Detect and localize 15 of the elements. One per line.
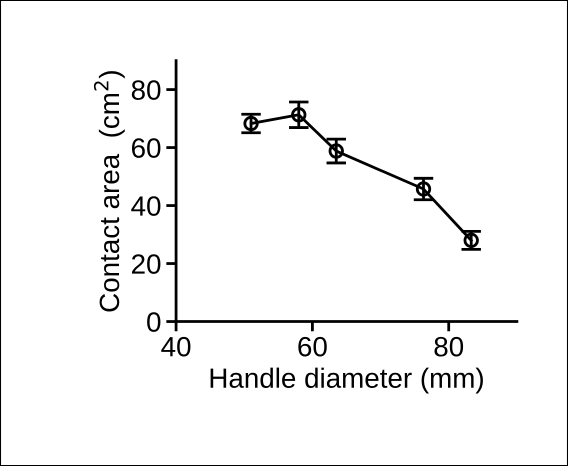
y-tick-label: 20 [132, 254, 160, 274]
point [291, 107, 306, 122]
point [416, 181, 432, 197]
x-axis-title: Handle diameter (mm) [210, 368, 483, 394]
point [243, 116, 259, 132]
x-tick-label: 40 [161, 336, 190, 357]
y-tick-label: 60 [132, 138, 160, 158]
y-tick-label: 0 [147, 312, 160, 332]
point [328, 143, 344, 159]
point [464, 232, 479, 248]
x-tick-label: 80 [434, 336, 464, 357]
y-tick-label: 80 [132, 80, 160, 100]
y-axis-title: Contact area (cm$^{2}$) [94, 71, 125, 312]
x-tick-label: 60 [298, 336, 327, 357]
y-tick-label: 40 [131, 196, 160, 216]
